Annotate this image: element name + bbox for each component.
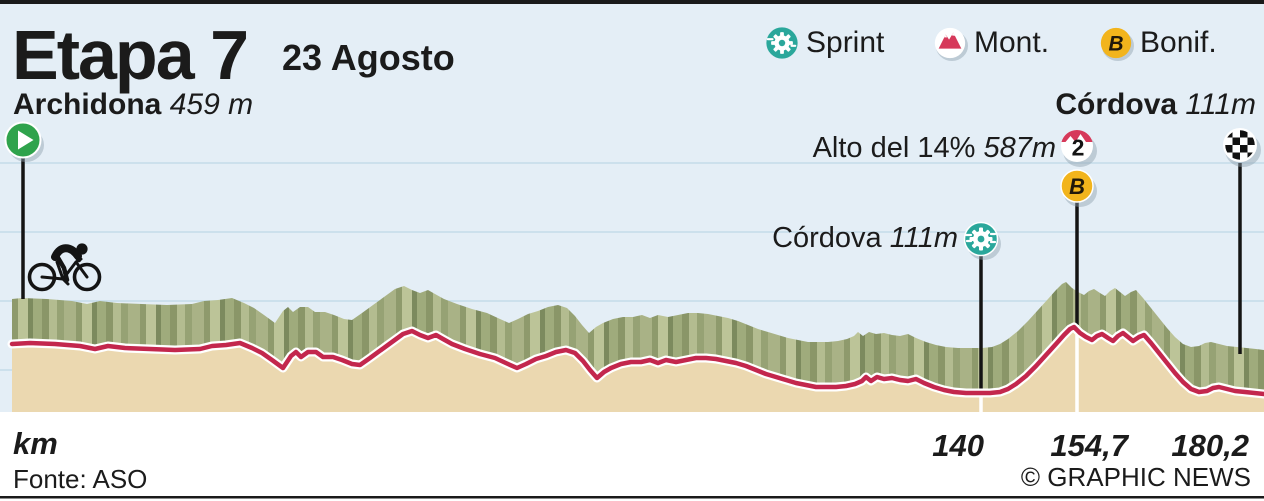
marker-lines (21, 158, 1242, 391)
sprint-point-elevation: 111m (889, 222, 958, 254)
legend-item-sprint: Sprint (764, 25, 884, 61)
cyclist-icon (27, 243, 102, 292)
kom-label: Alto del 14% 587m (813, 134, 1056, 163)
route-line (9, 324, 1264, 397)
stage-date: 23 Agosto (282, 37, 455, 78)
axis-tick-154-7: 154,7 (1050, 428, 1128, 463)
start-name: Archidona (13, 88, 162, 121)
mountain-legend-icon (934, 27, 968, 61)
start-elevation: 459 m (169, 88, 254, 121)
legend-mont-label: Mont. (974, 26, 1050, 59)
svg-text:B: B (1108, 33, 1123, 56)
finish-label: Córdova 111m (1055, 90, 1256, 120)
bonif-legend-icon: B (1100, 27, 1134, 61)
kom-elevation: 587m (983, 132, 1056, 164)
axis-unit-label: km (13, 426, 58, 461)
terrain-front-face (12, 327, 1264, 412)
sprint-point-label: Córdova 111m (772, 224, 958, 253)
kom-name: Alto del 14% (812, 132, 976, 164)
svg-text:B: B (1069, 174, 1085, 199)
legend-item-mont: Mont. (932, 25, 1049, 61)
bottom-rule (0, 496, 1264, 499)
sprint-marker-icon (963, 221, 1001, 260)
mountain-cat2-icon: 2 (1061, 129, 1097, 167)
source-credit: Fonte: ASO (13, 464, 148, 494)
finish-flag-icon (1223, 128, 1261, 167)
top-bar (0, 0, 1264, 4)
page-title: Etapa 7 (12, 16, 249, 94)
axis-tick-140: 140 (932, 428, 984, 463)
sprint-legend-icon (766, 27, 798, 59)
copyright: © GRAPHIC NEWS (1020, 462, 1251, 492)
start-label: Archidona 459 m (13, 90, 253, 120)
legend-sprint-label: Sprint (806, 26, 885, 59)
sprint-point-name: Córdova (772, 222, 882, 254)
finish-elevation: 111m (1185, 88, 1256, 121)
legend-bonif-label: Bonif. (1140, 26, 1217, 59)
axis-tick-180-2: 180,2 (1171, 428, 1249, 463)
start-icon (4, 121, 44, 162)
bonif-marker-icon: B (1060, 169, 1097, 207)
footer-background (0, 412, 1264, 501)
legend-item-bonif: B Bonif. (1098, 25, 1217, 61)
terrain-top-surface (12, 282, 1264, 394)
kom-category-number: 2 (1072, 135, 1085, 161)
finish-name: Córdova (1055, 88, 1178, 121)
